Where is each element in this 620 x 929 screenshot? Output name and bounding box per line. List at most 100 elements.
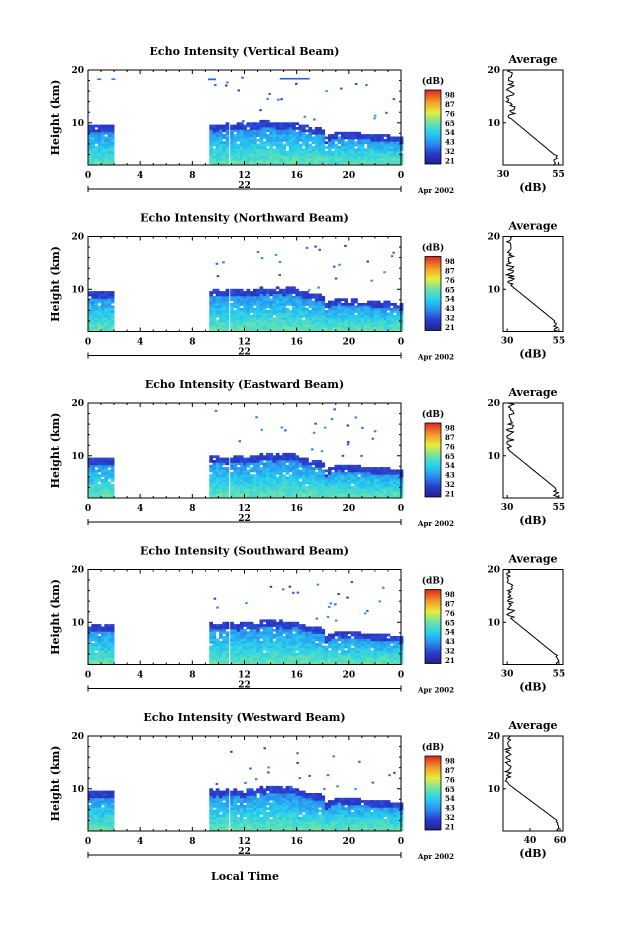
heatmap-cell (295, 293, 300, 297)
heatmap-cell (389, 322, 394, 325)
heatmap-cell (266, 490, 270, 494)
heatmap-cell (337, 131, 342, 135)
heatmap-cell (101, 828, 105, 832)
heatmap-cell (301, 326, 306, 330)
heatmap-cell (230, 647, 234, 651)
heatmap-cell (212, 157, 217, 161)
heatmap-cell (262, 493, 267, 497)
heatmap-cell (301, 136, 306, 140)
heatmap-cell (331, 467, 335, 470)
heatmap-cell (236, 305, 241, 309)
heatmap-cell (246, 326, 251, 330)
heatmap-cell (324, 479, 329, 482)
heatmap-cell (347, 317, 352, 321)
x-tick-label: 12 (238, 671, 251, 681)
heatmap-cell (225, 804, 230, 808)
average-y-tick-label: 20 (487, 66, 500, 76)
heatmap-cell (279, 464, 283, 468)
heatmap-cell (311, 655, 316, 658)
heatmap-cell (311, 640, 316, 644)
heatmap-cell (279, 652, 283, 656)
heatmap-cell (107, 638, 112, 642)
heatmap-cell (239, 329, 244, 332)
heatmap-cell (215, 155, 220, 159)
heatmap-cell (256, 631, 260, 635)
heatmap-cell (282, 631, 286, 635)
heatmap-cell (275, 631, 280, 635)
heatmap-cell (94, 305, 99, 309)
heatmap-cell (285, 469, 290, 473)
heatmap-cell (393, 645, 397, 649)
heatmap-cell (209, 826, 213, 830)
heatmap-cell (236, 293, 241, 297)
heatmap-cell (266, 488, 270, 492)
heatmap-cell (389, 153, 394, 156)
heatmap-cell (321, 136, 326, 140)
heatmap-cell (249, 481, 254, 485)
heatmap-cell (110, 457, 115, 461)
heatmap-cell (389, 312, 394, 316)
heatmap-cell (222, 162, 226, 166)
heatmap-cell (360, 481, 365, 485)
heatmap-cell (225, 122, 230, 126)
heatmap-cell (215, 462, 220, 466)
heatmap-cell (88, 314, 92, 318)
heatmap-cell (308, 481, 313, 485)
heatmap-cell (314, 647, 319, 651)
heatmap-cell (233, 631, 238, 635)
heatmap-cell (334, 481, 339, 485)
heatmap-cell (225, 624, 230, 627)
heatmap-cell (308, 160, 313, 164)
heatmap-cell (230, 636, 234, 639)
heatmap-cell (370, 479, 375, 482)
heatmap-cell (363, 486, 368, 489)
heatmap-cell (249, 793, 254, 796)
heatmap-cell (222, 303, 226, 306)
heatmap-cell (88, 814, 92, 818)
heatmap-cell (209, 650, 213, 654)
sparse-echo (305, 246, 309, 249)
heatmap-cell (222, 136, 226, 140)
heatmap-cell (249, 160, 254, 164)
heatmap-cell (88, 462, 92, 466)
heatmap-cell (219, 129, 223, 133)
heatmap-cell (399, 662, 404, 665)
heatmap-cell (354, 647, 358, 651)
heatmap-cell (219, 476, 223, 480)
heatmap-cell (236, 312, 241, 316)
heatmap-cell (212, 150, 217, 154)
heatmap-cell (104, 662, 108, 665)
heatmap-cell (344, 659, 348, 663)
heatmap-cell (215, 655, 220, 658)
heatmap-cell (389, 314, 394, 318)
heatmap-cell (279, 122, 283, 126)
heatmap-cell (285, 312, 290, 316)
heatmap-cell (104, 655, 108, 658)
heatmap-cell (321, 312, 326, 316)
heatmap-cell (386, 474, 391, 478)
heatmap-cell (311, 460, 316, 463)
heatmap-cell (354, 143, 358, 147)
heatmap-cell (230, 143, 234, 147)
heatmap-cell (110, 143, 115, 147)
heatmap-cell (380, 155, 384, 159)
heatmap-cell (324, 326, 329, 330)
heatmap-cell (91, 655, 95, 658)
heatmap-cell (360, 329, 365, 332)
heatmap-cell (341, 136, 345, 140)
heatmap-cell (272, 460, 277, 463)
heatmap-cell (363, 134, 368, 137)
heatmap-cell (219, 162, 223, 166)
heatmap-cell (298, 645, 303, 649)
heatmap-cell (94, 300, 99, 304)
heatmap-cell (305, 469, 309, 473)
heatmap-cell (236, 476, 241, 480)
heatmap-cell (275, 476, 280, 480)
heatmap-cell (110, 483, 115, 487)
heatmap-cell (399, 153, 404, 156)
heatmap-cell (279, 162, 283, 166)
colorbar-tick-label: 76 (445, 109, 455, 118)
heatmap-cell (239, 153, 244, 156)
heatmap-cell (236, 486, 241, 489)
heatmap-cell (272, 471, 277, 475)
